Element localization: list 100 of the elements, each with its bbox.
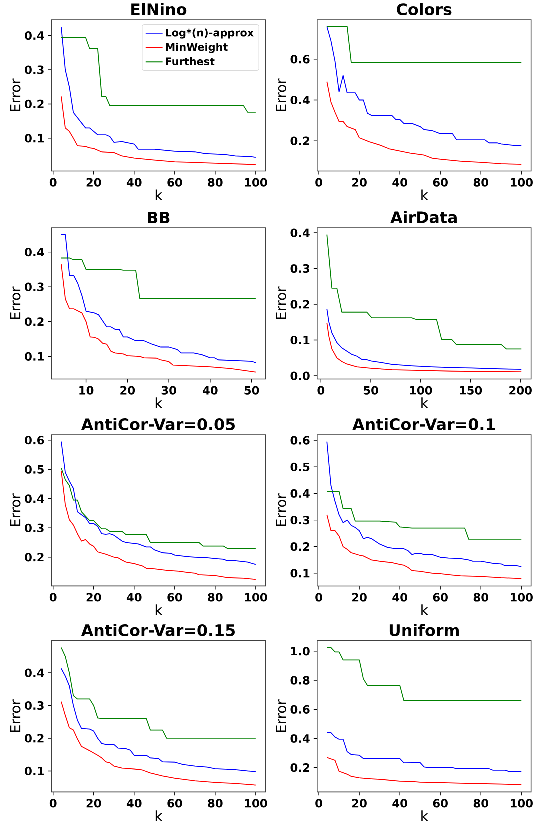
line-series: [326, 732, 522, 772]
line-series: [326, 514, 522, 580]
x-tick-label: 40: [126, 799, 142, 808]
y-tick-label: 0.2: [290, 764, 310, 772]
y-axis-title: Error: [10, 286, 21, 320]
x-tick-label: 20: [120, 386, 135, 395]
y-tick-label: 0.3: [290, 516, 310, 525]
line-series: [326, 441, 522, 568]
y-tick-label: 0.5: [24, 465, 44, 474]
x-tick-label: 40: [392, 178, 408, 187]
line-series: [326, 234, 522, 350]
chart-title: AntiCor-Var=0.05: [81, 418, 235, 430]
x-tick-label: 50: [364, 386, 378, 395]
chart-title: AirData: [390, 211, 457, 224]
y-tick-label: 0.3: [290, 264, 310, 274]
y-tick-label: 0.1: [290, 336, 310, 345]
y-axis-title: Error: [10, 494, 21, 526]
x-axis-title: k: [156, 190, 163, 200]
x-tick-label: 150: [460, 386, 482, 395]
x-tick-label: 20: [86, 799, 102, 808]
line-series: [326, 491, 522, 540]
x-tick-label: 20: [352, 178, 367, 187]
x-tick-label: 100: [510, 178, 533, 187]
chart-title: BB: [148, 212, 170, 224]
legend-label: Log*(n)-approx: [166, 28, 254, 39]
legend-label: MinWeight: [166, 43, 228, 54]
y-tick-label: 0.6: [290, 436, 310, 445]
x-axis-title: k: [156, 398, 163, 408]
x-tick-label: 0: [50, 593, 57, 602]
y-tick-label: 0.2: [24, 553, 44, 562]
x-tick-label: 40: [126, 593, 142, 602]
x-tick-label: 40: [392, 799, 408, 808]
x-tick-label: 0: [50, 178, 57, 187]
y-axis-title: Error: [276, 78, 286, 112]
x-tick-label: 30: [162, 386, 176, 395]
y-tick-label: 0.1: [24, 766, 44, 776]
chart-title: AntiCor-Var=0.1: [352, 418, 495, 430]
line-series: [60, 701, 256, 786]
x-tick-label: 80: [208, 178, 223, 187]
y-tick-label: 0.4: [290, 734, 310, 744]
line-series: [60, 441, 256, 566]
x-tick-label: 10: [80, 386, 94, 395]
line-series: [60, 258, 256, 300]
y-tick-label: 0.0: [290, 372, 310, 380]
x-tick-label: 60: [168, 593, 182, 602]
y-tick-label: 0.1: [24, 352, 44, 361]
line-series: [326, 26, 522, 146]
x-tick-label: 100: [510, 799, 533, 808]
y-axis-title: Error: [10, 700, 21, 732]
x-tick-label: 60: [433, 178, 448, 187]
x-tick-label: 0: [315, 799, 322, 808]
y-tick-label: 0.2: [24, 734, 44, 743]
chart-title: ElNino: [131, 3, 186, 16]
y-tick-label: 0.6: [290, 55, 310, 64]
y-tick-label: 0.4: [24, 668, 44, 678]
y-tick-label: 0.1: [24, 134, 44, 143]
x-tick-label: 200: [509, 386, 532, 395]
x-tick-label: 0: [315, 593, 322, 602]
y-tick-label: 0.2: [290, 136, 310, 146]
line-series: [326, 322, 522, 373]
x-tick-label: 0: [315, 178, 322, 187]
x-axis-title: k: [421, 398, 428, 408]
y-tick-label: 0.4: [290, 489, 310, 498]
x-tick-label: 100: [245, 799, 268, 808]
y-axis-title: Error: [10, 78, 21, 112]
y-tick-label: 0.5: [290, 462, 310, 472]
x-tick-label: 40: [392, 593, 408, 602]
y-axis-title: Error: [276, 494, 286, 526]
line-series: [60, 470, 256, 580]
x-tick-label: 100: [510, 593, 533, 602]
chart-title: Colors: [396, 3, 452, 16]
y-tick-label: 0.3: [24, 701, 44, 710]
line-series: [60, 264, 256, 373]
y-tick-label: 1.0: [291, 647, 310, 656]
y-tick-label: 0.8: [290, 676, 310, 685]
x-tick-label: 60: [168, 799, 182, 808]
line-series: [60, 26, 256, 158]
y-tick-label: 0.6: [290, 705, 310, 714]
x-tick-label: 80: [474, 178, 488, 187]
x-tick-label: 80: [474, 593, 488, 602]
x-tick-label: 20: [352, 593, 367, 602]
x-tick-label: 50: [244, 386, 260, 395]
x-tick-label: 40: [126, 178, 142, 187]
y-tick-label: 0.6: [24, 436, 44, 445]
y-tick-label: 0.4: [24, 31, 44, 40]
line-series: [326, 647, 522, 702]
legend-label: Furthest: [166, 57, 215, 66]
x-tick-label: 40: [202, 386, 218, 395]
line-series: [60, 37, 256, 113]
y-tick-label: 0.2: [290, 300, 310, 309]
x-tick-label: 0: [318, 386, 324, 395]
x-axis-title: k: [421, 190, 428, 200]
line-series: [326, 308, 522, 370]
x-tick-label: 80: [208, 593, 223, 602]
x-tick-label: 100: [410, 386, 432, 395]
line-series: [60, 468, 256, 550]
x-tick-label: 20: [352, 799, 367, 808]
y-axis-title: Error: [276, 286, 286, 320]
chart-title: AntiCor-Var=0.15: [81, 624, 235, 636]
y-tick-label: 0.3: [24, 524, 44, 532]
